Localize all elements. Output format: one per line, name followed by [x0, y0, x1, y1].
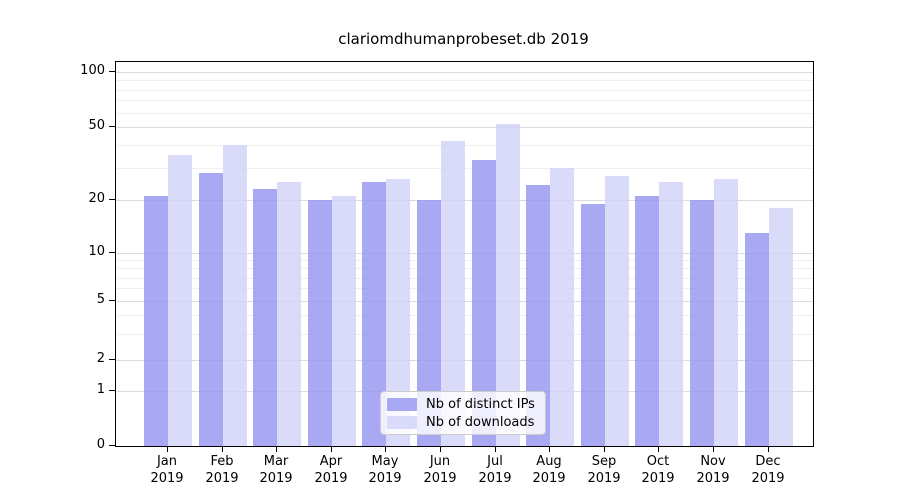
bar-downloads-aug — [550, 168, 574, 446]
x-tick-month: Apr — [319, 454, 343, 469]
legend-row: Nb of downloads — [387, 415, 537, 430]
x-tick-month: Dec — [755, 454, 781, 469]
legend-row: Nb of distinct IPs — [387, 397, 537, 412]
legend-swatch-distinct-ips — [387, 397, 417, 411]
y-tick-mark — [109, 252, 115, 253]
x-tick-mark — [440, 446, 441, 452]
y-tick-mark — [109, 126, 115, 127]
y-tick-label: 50 — [88, 118, 105, 133]
x-tick-mark — [495, 446, 496, 452]
x-tick-month: Oct — [646, 454, 670, 469]
y-tick-label: 1 — [96, 382, 105, 397]
x-tick-label: Mar 2019 — [244, 453, 308, 487]
bar-downloads-oct — [659, 182, 683, 446]
x-tick-mark — [276, 446, 277, 452]
x-tick-year: 2019 — [751, 471, 785, 486]
bar-distinct-ips-feb — [199, 173, 223, 446]
bar-downloads-nov — [714, 179, 738, 446]
bar-downloads-mar — [277, 182, 301, 446]
x-tick-label: Jan 2019 — [135, 453, 199, 487]
y-tick-mark — [109, 71, 115, 72]
chart-title: clariomdhumanprobeset.db 2019 — [338, 30, 589, 48]
x-tick-mark — [385, 446, 386, 452]
bar-distinct-ips-jan — [144, 196, 168, 446]
bar-distinct-ips-oct — [635, 196, 659, 446]
x-tick-year: 2019 — [532, 471, 566, 486]
x-tick-year: 2019 — [641, 471, 675, 486]
y-tick-label: 20 — [88, 191, 105, 206]
x-tick-month: Feb — [210, 454, 234, 469]
x-tick-mark — [768, 446, 769, 452]
minor-gridline — [116, 113, 813, 114]
x-tick-label: Sep 2019 — [572, 453, 636, 487]
minor-gridline — [116, 100, 813, 101]
x-tick-year: 2019 — [259, 471, 293, 486]
minor-gridline — [116, 90, 813, 91]
x-tick-year: 2019 — [368, 471, 402, 486]
x-tick-mark — [604, 446, 605, 452]
x-tick-year: 2019 — [478, 471, 512, 486]
major-gridline — [116, 127, 813, 128]
bar-distinct-ips-nov — [690, 200, 714, 446]
y-tick-mark — [109, 445, 115, 446]
x-tick-month: May — [371, 454, 399, 469]
x-tick-mark — [658, 446, 659, 452]
y-tick-label: 100 — [80, 63, 105, 78]
x-tick-year: 2019 — [587, 471, 621, 486]
x-tick-mark — [549, 446, 550, 452]
x-tick-month: Mar — [263, 454, 289, 469]
bar-downloads-sep — [605, 176, 629, 446]
y-tick-label: 5 — [96, 292, 105, 307]
legend-label: Nb of distinct IPs — [426, 396, 535, 412]
y-tick-mark — [109, 300, 115, 301]
x-tick-month: Jul — [487, 454, 503, 469]
bar-distinct-ips-dec — [745, 233, 769, 446]
x-tick-label: Apr 2019 — [299, 453, 363, 487]
x-tick-label: Jul 2019 — [463, 453, 527, 487]
x-tick-mark — [167, 446, 168, 452]
y-tick-label: 2 — [96, 351, 105, 366]
x-tick-label: May 2019 — [353, 453, 417, 487]
x-tick-label: Jun 2019 — [408, 453, 472, 487]
legend-swatch-downloads — [387, 415, 417, 429]
plot-area: Nb of distinct IPs Nb of downloads — [115, 61, 814, 447]
x-tick-month: Jun — [429, 454, 451, 469]
major-gridline — [116, 72, 813, 73]
y-tick-mark — [109, 390, 115, 391]
y-tick-mark — [109, 199, 115, 200]
y-tick-label: 0 — [96, 437, 105, 452]
bar-downloads-apr — [332, 196, 356, 446]
x-tick-mark — [222, 446, 223, 452]
x-tick-month: Nov — [700, 454, 726, 469]
y-tick-label: 10 — [88, 244, 105, 259]
x-tick-label: Dec 2019 — [736, 453, 800, 487]
x-tick-label: Nov 2019 — [681, 453, 745, 487]
bar-downloads-feb — [223, 145, 247, 446]
x-tick-year: 2019 — [150, 471, 184, 486]
bar-distinct-ips-mar — [253, 189, 277, 446]
x-tick-mark — [713, 446, 714, 452]
minor-gridline — [116, 80, 813, 81]
legend-label: Nb of downloads — [426, 414, 535, 430]
x-tick-month: Aug — [536, 454, 562, 469]
bar-downloads-jan — [168, 155, 192, 446]
x-tick-year: 2019 — [423, 471, 457, 486]
x-tick-year: 2019 — [205, 471, 239, 486]
legend: Nb of distinct IPs Nb of downloads — [380, 391, 546, 435]
x-tick-month: Sep — [591, 454, 617, 469]
bar-downloads-dec — [769, 208, 793, 446]
x-tick-year: 2019 — [314, 471, 348, 486]
bar-distinct-ips-apr — [308, 200, 332, 446]
x-tick-mark — [331, 446, 332, 452]
y-tick-mark — [109, 359, 115, 360]
bar-distinct-ips-sep — [581, 204, 605, 446]
x-tick-label: Feb 2019 — [190, 453, 254, 487]
x-tick-label: Aug 2019 — [517, 453, 581, 487]
x-tick-month: Jan — [156, 454, 178, 469]
x-tick-label: Oct 2019 — [626, 453, 690, 487]
x-tick-year: 2019 — [696, 471, 730, 486]
